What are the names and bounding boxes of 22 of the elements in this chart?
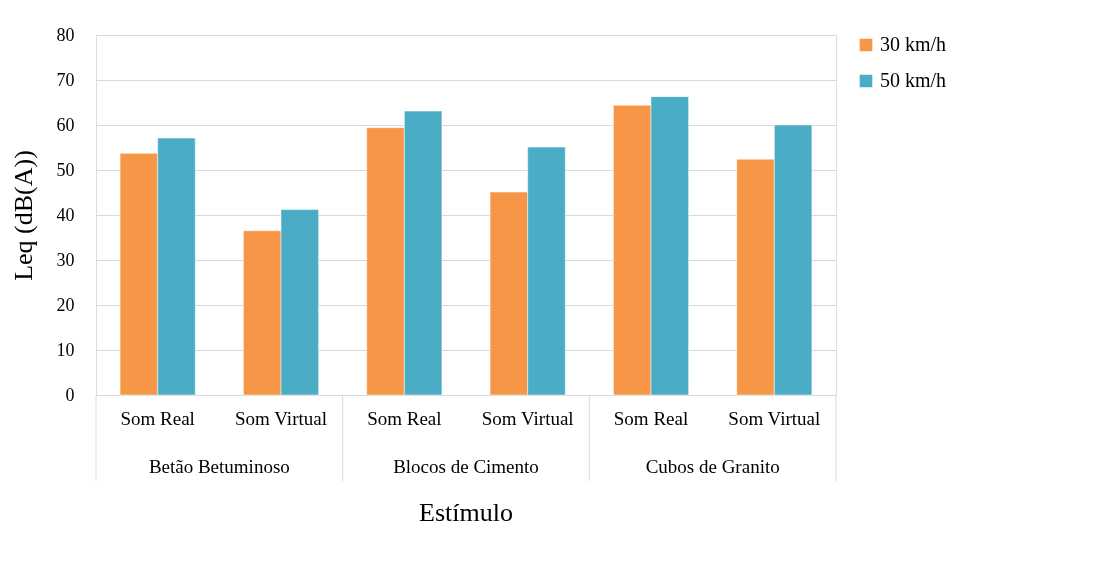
x-tick-label: Som Virtual (235, 407, 327, 429)
y-tick-label: 80 (56, 24, 75, 45)
x-tick-label: Som Real (120, 407, 195, 429)
y-tick-label: 10 (56, 339, 75, 360)
y-tick-label: 70 (56, 69, 75, 90)
x-axis-title: Estímulo (419, 498, 513, 527)
x-tick-label: Som Real (367, 407, 442, 429)
x-tick-label: Som Real (613, 407, 689, 429)
text: Cubos de Granito (645, 456, 780, 477)
legend-label: 30 km/h (880, 33, 947, 55)
y-tick-label: 60 (56, 114, 75, 135)
y-tick-label: 50 (56, 159, 75, 180)
x-tick-label: Som Virtual (481, 407, 574, 429)
y-tick-label: 30 (56, 249, 75, 270)
y-axis-title: Leq (dB(A)) (8, 150, 38, 281)
x-tick-label: Som Virtual (728, 407, 821, 429)
text: Blocos de Cimento (393, 456, 539, 477)
legend-label: 50 km/h (880, 69, 947, 91)
y-tick-label: 40 (56, 204, 75, 225)
y-tick-label: 20 (56, 294, 75, 315)
y-tick-label: 0 (65, 384, 75, 405)
text: Betão Betuminoso (148, 456, 290, 477)
